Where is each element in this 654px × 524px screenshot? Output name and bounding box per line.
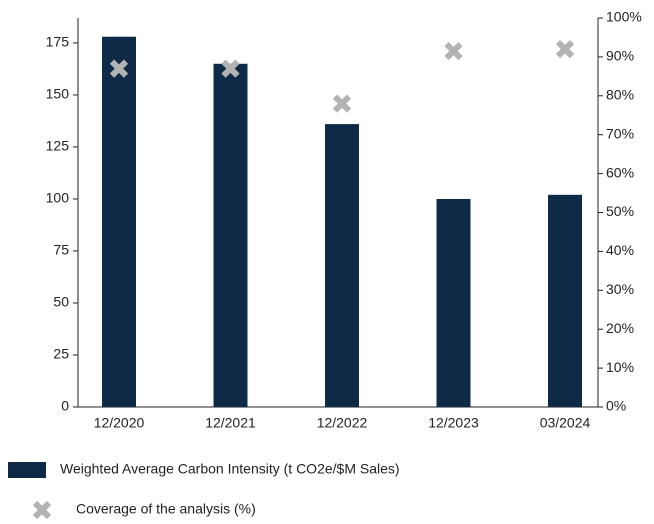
bar [102,36,136,407]
x-tick-label: 12/2020 [94,415,145,431]
y-tick-label: 125 [46,138,70,154]
y2-tick-label: 80% [606,87,634,103]
y-tick-label: 25 [53,346,69,362]
y-tick-label: 175 [46,34,70,50]
x-tick-label: 03/2024 [540,415,591,431]
y2-tick-label: 30% [606,281,634,297]
legend-label: Weighted Average Carbon Intensity (t CO2… [60,461,400,477]
y2-tick-label: 90% [606,48,634,64]
coverage-marker [444,41,463,61]
y2-tick-label: 50% [606,203,634,219]
y2-tick-label: 10% [606,359,634,375]
y2-tick-label: 20% [606,320,634,336]
legend-swatch [32,500,52,520]
y-tick-label: 0 [61,398,69,414]
y-tick-label: 50 [53,294,69,310]
x-tick-label: 12/2021 [205,415,256,431]
bar [436,198,471,407]
bar [548,194,582,407]
bar [213,63,248,407]
y2-tick-label: 60% [606,164,634,180]
x-tick-label: 12/2022 [317,415,368,431]
coverage-marker [221,59,240,78]
y2-tick-label: 40% [606,242,634,258]
y-tick-label: 150 [46,86,70,102]
legend-label: Coverage of the analysis (%) [76,501,256,517]
coverage-marker [109,59,129,78]
y-tick-label: 100 [46,190,70,206]
legend-swatch [8,462,46,478]
y2-tick-label: 0% [606,398,626,414]
y-tick-label: 75 [53,242,69,258]
coverage-marker [332,94,352,113]
bar [325,124,359,407]
coverage-marker [555,39,575,59]
y2-tick-label: 70% [606,125,634,141]
y2-tick-label: 100% [606,9,642,25]
x-tick-label: 12/2023 [428,415,479,431]
